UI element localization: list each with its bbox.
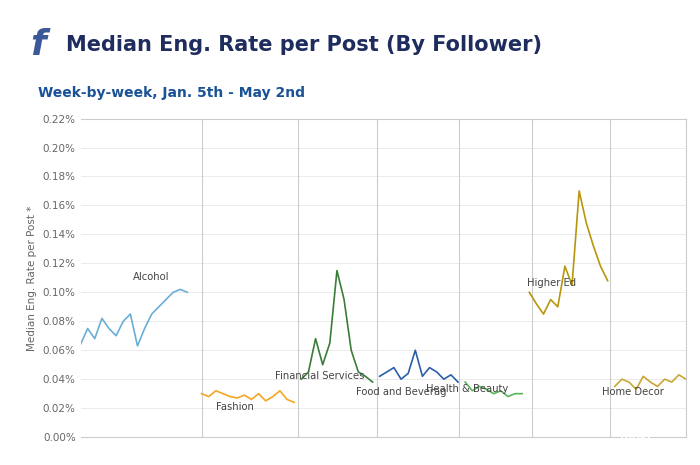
Y-axis label: Median Eng. Rate per Post *: Median Eng. Rate per Post * [27,205,37,351]
Text: IQ: IQ [629,452,642,462]
Text: f: f [31,28,46,62]
Text: Health & Beauty: Health & Beauty [426,385,508,394]
Text: Median Eng. Rate per Post (By Follower): Median Eng. Rate per Post (By Follower) [66,35,542,55]
Text: Fashion: Fashion [216,402,254,412]
Text: Financial Services: Financial Services [275,371,365,381]
Text: Rival: Rival [620,435,650,445]
Text: Week-by-week, Jan. 5th - May 2nd: Week-by-week, Jan. 5th - May 2nd [38,86,305,100]
Text: Food and Beverag: Food and Beverag [356,387,447,397]
Text: Home Decor: Home Decor [602,387,664,397]
Text: Alcohol: Alcohol [133,272,169,282]
Text: Higher Ed: Higher Ed [527,278,576,288]
